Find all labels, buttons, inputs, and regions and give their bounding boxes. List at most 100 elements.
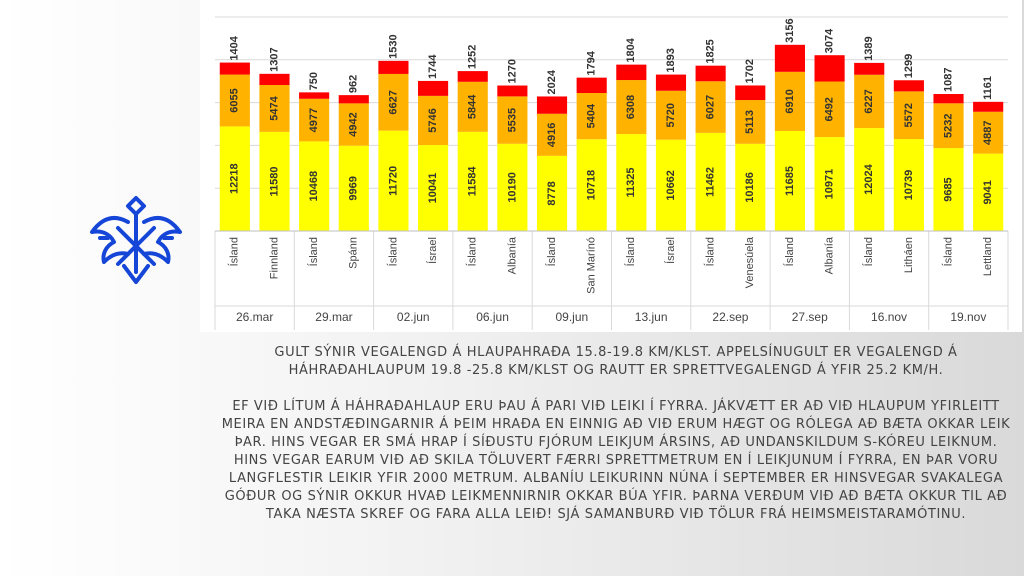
value-label: 11584 — [467, 166, 479, 197]
value-label: 1893 — [665, 48, 677, 72]
value-label: 5232 — [942, 113, 954, 137]
value-label: 4887 — [982, 120, 994, 144]
bar-segment — [338, 95, 369, 104]
value-label: 2024 — [546, 69, 558, 94]
bar-segment — [259, 85, 290, 132]
note: EF VIÐ LÍTUM Á HÁHRAÐAHLAUP ERU ÞAU Á PA… — [221, 399, 1011, 450]
category-label: Ísrael — [664, 237, 677, 264]
bar-segment — [457, 81, 488, 132]
value-label: 4942 — [348, 112, 360, 136]
bar-segment — [497, 143, 528, 231]
category-label: Ísland — [307, 237, 320, 266]
value-label: 5746 — [427, 108, 439, 132]
value-label: 11325 — [625, 168, 637, 198]
value-label: 3156 — [784, 18, 796, 42]
value-label: 12218 — [229, 163, 241, 194]
value-label: 1161 — [982, 76, 994, 100]
value-label: 5474 — [268, 95, 280, 120]
category-label: Ísland — [862, 237, 875, 266]
group-label: 29.mar — [315, 310, 352, 324]
bar-segment — [933, 94, 964, 104]
value-label: 11580 — [268, 166, 280, 196]
bar-segment — [933, 148, 964, 231]
category-label: Ísland — [466, 237, 479, 266]
group-label: 22.sep — [712, 310, 748, 324]
value-label: 1794 — [586, 50, 598, 75]
value-label: 4916 — [546, 123, 558, 147]
value-label: 3074 — [823, 28, 835, 53]
bar-segment — [576, 92, 607, 140]
note: HINS VEGAR EARUM VIÐ AÐ SKILA TÖLUVERT F… — [224, 453, 1008, 522]
category-label: Ísrael — [426, 237, 439, 264]
group-label: 16.nov — [871, 310, 907, 324]
value-label: 5720 — [665, 103, 677, 127]
bar-segment — [814, 81, 845, 138]
bar-segment — [814, 137, 845, 231]
value-label: 1087 — [942, 68, 954, 92]
category-label: Albanía — [823, 236, 835, 274]
bar-segment — [973, 153, 1004, 231]
bar-segment — [457, 71, 488, 82]
bar-segment — [418, 95, 449, 146]
value-label: 11685 — [784, 166, 796, 196]
bar-segment — [814, 55, 845, 82]
category-label: Spánn — [348, 237, 360, 269]
group-label: 27.sep — [792, 310, 828, 324]
value-label: 1389 — [863, 36, 875, 60]
chart: 12218 6055 1404 Ísland 11580 5474 1307 Finnland… — [200, 0, 1022, 332]
value-label: 10662 — [665, 170, 677, 201]
group-label: 09.jun — [555, 310, 588, 324]
bar-segment — [774, 44, 805, 72]
category-label: Ísland — [704, 237, 717, 266]
bar-segment — [973, 101, 1004, 112]
bar-segment — [299, 98, 330, 142]
category-label: Ísland — [545, 237, 558, 266]
value-label: 1299 — [903, 54, 915, 78]
value-label: 1270 — [506, 59, 518, 83]
value-label: 962 — [348, 75, 360, 93]
bar-segment — [576, 77, 607, 93]
bar-segment — [418, 80, 449, 96]
value-label: 6055 — [229, 88, 241, 112]
category-label: Ísland — [783, 237, 796, 266]
group-label: 26.mar — [236, 310, 273, 324]
bar-segment — [259, 131, 290, 231]
bar-segment — [933, 103, 964, 149]
bar-segment — [774, 130, 805, 231]
value-label: 1825 — [705, 39, 717, 63]
value-label: 750 — [308, 72, 320, 90]
bar-segment — [735, 85, 766, 101]
value-label: 10468 — [308, 171, 320, 202]
bar-segment — [973, 111, 1004, 154]
bar-segment — [378, 73, 409, 131]
value-label: 6027 — [705, 95, 717, 119]
bar-segment — [616, 80, 647, 135]
bar-segment — [695, 81, 726, 133]
category-label: Ísland — [386, 237, 399, 266]
category-label: Ísland — [941, 237, 954, 266]
value-label: 12024 — [863, 163, 875, 194]
bar-segment — [536, 113, 568, 156]
bar-segment — [418, 145, 449, 231]
value-label: 5844 — [467, 94, 479, 119]
value-label: 1804 — [625, 37, 637, 62]
bar-segment — [854, 74, 885, 129]
value-label: 9685 — [942, 177, 954, 201]
value-label: 10739 — [903, 170, 915, 201]
bar-segment — [299, 92, 330, 99]
value-label: 1404 — [229, 35, 241, 60]
value-label: 11720 — [387, 166, 399, 196]
bar-segment — [536, 155, 568, 231]
bar-segment — [497, 96, 528, 144]
bar-segment — [338, 145, 369, 231]
bar-segment — [219, 62, 250, 75]
bar-segment — [854, 62, 885, 75]
bar-segment — [457, 131, 488, 231]
group-label: 19.nov — [950, 310, 986, 324]
category-label: Lettland — [982, 237, 994, 276]
bar-segment — [219, 74, 250, 127]
value-label: 6492 — [823, 97, 835, 121]
value-label: 5404 — [586, 103, 598, 128]
bar-segment — [695, 65, 726, 82]
